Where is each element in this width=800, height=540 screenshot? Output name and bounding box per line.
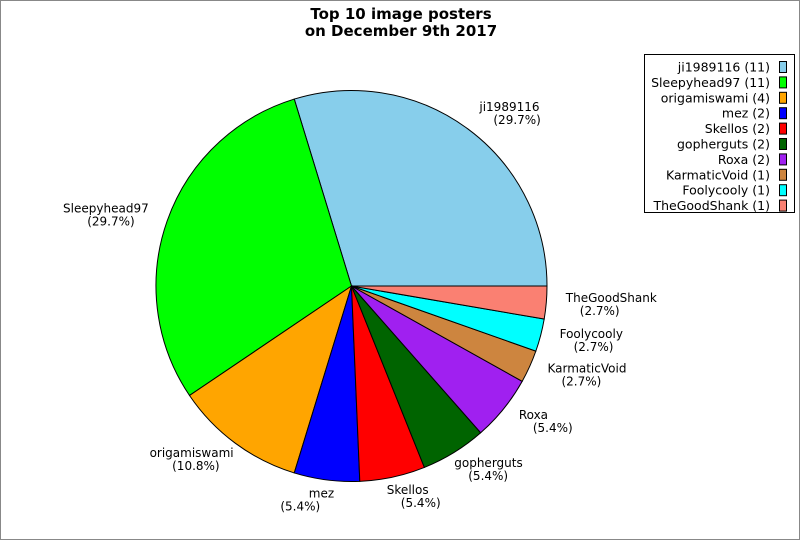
slice-percent-label: (29.7%) bbox=[493, 113, 540, 127]
legend-entry: KarmaticVoid (1) bbox=[666, 167, 770, 182]
legend-entry: mez (2) bbox=[722, 106, 770, 121]
slice-label: Sleepyhead97 bbox=[63, 201, 149, 215]
legend-entry: Roxa (2) bbox=[718, 152, 770, 167]
legend-swatch bbox=[779, 199, 787, 212]
legend-entry: Sleepyhead97 (11) bbox=[651, 75, 770, 90]
pie-slice-ji1989116 bbox=[293, 90, 548, 287]
slice-label: mez bbox=[309, 486, 334, 500]
pie-slice-TheGoodShank bbox=[351, 285, 548, 320]
slice-label: gopherguts bbox=[454, 456, 522, 470]
slice-percent-label: (5.4%) bbox=[401, 496, 441, 510]
slice-label: origamiswami bbox=[150, 446, 234, 460]
slice-percent-label: (10.8%) bbox=[172, 459, 219, 473]
slice-label: ji1989116 bbox=[478, 100, 539, 114]
legend-swatch bbox=[779, 91, 787, 104]
legend-entry: TheGoodShank (1) bbox=[652, 198, 770, 213]
legend-entry: ji1989116 (11) bbox=[677, 60, 770, 75]
legend: ji1989116 (11)Sleepyhead97 (11)origamisw… bbox=[644, 54, 795, 213]
legend-swatch bbox=[779, 107, 787, 120]
legend-swatch bbox=[779, 153, 787, 166]
slice-percent-label: (2.7%) bbox=[561, 375, 601, 389]
slice-percent-label: (5.4%) bbox=[468, 469, 508, 483]
slice-percent-label: (29.7%) bbox=[87, 214, 134, 228]
chart-title-line-1: Top 10 image posters bbox=[310, 5, 491, 23]
legend-entry: Skellos (2) bbox=[705, 121, 770, 136]
legend-swatch bbox=[779, 138, 787, 150]
slice-label: Roxa bbox=[519, 408, 548, 422]
slice-percent-label: (2.7%) bbox=[574, 340, 614, 354]
legend-box bbox=[644, 54, 795, 213]
slice-percent-label: (2.7%) bbox=[580, 304, 620, 318]
legend-swatch bbox=[779, 168, 787, 181]
legend-swatch bbox=[779, 122, 787, 135]
pie-slice-Sleepyhead97 bbox=[155, 98, 353, 397]
slice-label: Foolycooly bbox=[560, 327, 623, 341]
legend-entry: gopherguts (2) bbox=[677, 137, 770, 152]
legend-swatch bbox=[779, 184, 787, 197]
pie-slice-origamiswami bbox=[188, 284, 353, 474]
legend-swatch bbox=[779, 61, 787, 73]
slice-percent-label: (5.4%) bbox=[533, 421, 573, 435]
slice-label: TheGoodShank bbox=[565, 291, 657, 305]
slice-label: KarmaticVoid bbox=[547, 362, 626, 376]
slice-percent-label: (5.4%) bbox=[280, 499, 320, 513]
slice-label: Skellos bbox=[387, 483, 429, 497]
legend-entry: origamiswami (4) bbox=[661, 90, 770, 105]
legend-entry: Foolycooly (1) bbox=[682, 183, 770, 198]
legend-swatch bbox=[779, 76, 787, 89]
chart-title-line-2: on December 9th 2017 bbox=[305, 22, 497, 40]
